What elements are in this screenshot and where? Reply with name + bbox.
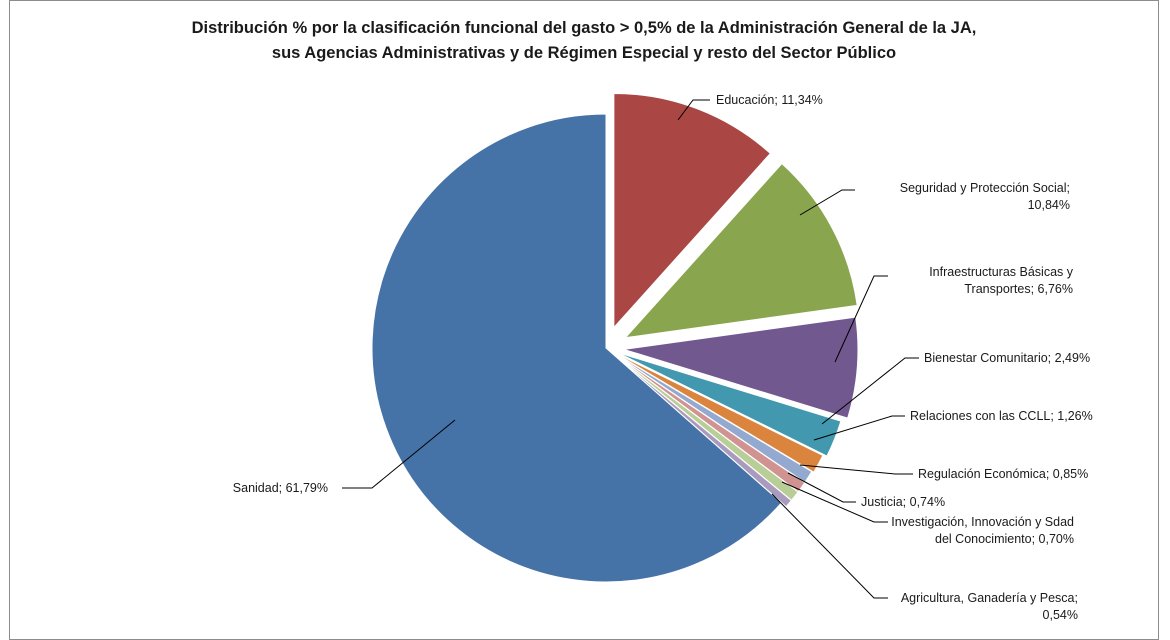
pie-slice-5 bbox=[612, 351, 824, 473]
leader-line-3 bbox=[834, 275, 888, 363]
pie-slice-3 bbox=[623, 316, 859, 419]
leader-line-9 bbox=[771, 493, 888, 599]
slice-label-3: Infraestructuras Básicas y Transportes; 6… bbox=[929, 265, 1074, 296]
leader-line-2 bbox=[799, 189, 855, 216]
chart-title-line-2: sus Agencias Administrativas y de Régime… bbox=[271, 44, 897, 62]
slice-label-8: Investigación, Innovación y Sdad del Cono… bbox=[891, 515, 1074, 546]
pie-slice-1 bbox=[613, 92, 772, 329]
slice-label-4: Bienestar Comunitario; 2,49% bbox=[924, 351, 1090, 365]
leader-line-1 bbox=[677, 99, 710, 121]
chart-title: Distribución % por la clasificación func… bbox=[9, 16, 1159, 66]
leader-line-7 bbox=[787, 472, 856, 503]
slice-label-5: Relaciones con las CCLL; 1,26% bbox=[910, 409, 1093, 423]
leader-line-5 bbox=[813, 415, 905, 441]
slice-label-7: Justicia; 0,74% bbox=[861, 495, 945, 509]
slice-label-1: Educación; 11,34% bbox=[716, 93, 823, 107]
slice-label-2: Seguridad y Protección Social; 10,84% bbox=[900, 181, 1070, 212]
chart-title-line-1: Distribución % por la clasificación func… bbox=[191, 19, 977, 37]
slice-label-6: Regulación Económica; 0,85% bbox=[918, 467, 1088, 481]
pie-slice-0 bbox=[371, 113, 783, 583]
pie-slice-4 bbox=[616, 351, 842, 457]
slice-label-9: Agricultura, Ganadería y Pesca; 0,54% bbox=[901, 591, 1078, 622]
slice-label-0: Sanidad; 61,79% bbox=[233, 481, 328, 495]
leader-line-4 bbox=[821, 357, 919, 425]
leader-line-0 bbox=[342, 419, 456, 489]
leader-line-6 bbox=[799, 464, 913, 475]
pie-slice-2 bbox=[624, 162, 858, 339]
leader-line-8 bbox=[781, 481, 888, 523]
pie-slice-9 bbox=[610, 351, 793, 508]
